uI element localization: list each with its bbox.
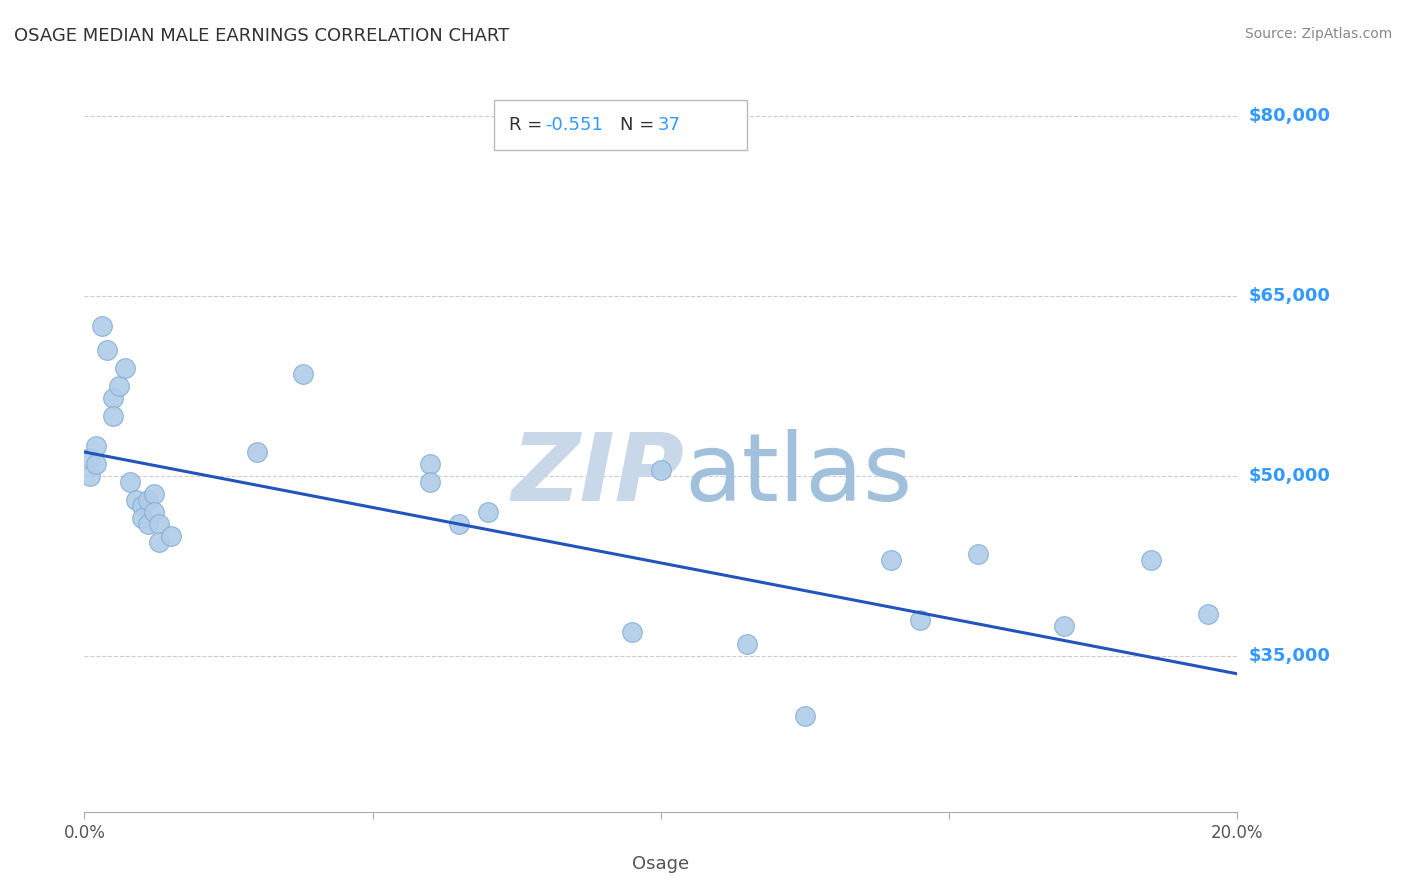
Text: atlas: atlas [683, 429, 912, 521]
Point [650, 463, 672, 477]
Point [96, 343, 118, 357]
Point [1140, 553, 1163, 567]
Point [131, 511, 153, 525]
Point [131, 499, 153, 513]
Point [1198, 607, 1220, 621]
Point [477, 505, 499, 519]
FancyBboxPatch shape [494, 100, 748, 150]
Point [910, 613, 932, 627]
Point [142, 487, 165, 501]
Point [148, 516, 170, 531]
Point [449, 516, 471, 531]
Text: $65,000: $65,000 [1249, 287, 1330, 305]
Text: Source: ZipAtlas.com: Source: ZipAtlas.com [1244, 27, 1392, 41]
Point [292, 367, 315, 381]
Text: $35,000: $35,000 [1249, 647, 1330, 665]
Point [621, 624, 644, 639]
Text: -0.551: -0.551 [546, 116, 603, 134]
Point [114, 361, 136, 376]
Point [880, 553, 903, 567]
Point [142, 505, 165, 519]
Text: ZIP: ZIP [510, 429, 683, 521]
Text: 37: 37 [658, 116, 681, 134]
Point [108, 379, 131, 393]
Point [125, 492, 148, 507]
Point [103, 409, 124, 423]
Point [136, 516, 159, 531]
Point [967, 547, 990, 561]
Point [794, 708, 817, 723]
Text: R =: R = [509, 116, 547, 134]
Point [79, 469, 101, 483]
Point [246, 445, 269, 459]
Point [84, 439, 107, 453]
Text: $80,000: $80,000 [1249, 107, 1330, 125]
Point [84, 457, 107, 471]
Point [419, 475, 441, 489]
Point [1053, 619, 1076, 633]
Point [79, 450, 101, 465]
Point [103, 391, 124, 405]
Point [120, 475, 142, 489]
Point [148, 535, 170, 549]
Text: N =: N = [620, 116, 661, 134]
Text: OSAGE MEDIAN MALE EARNINGS CORRELATION CHART: OSAGE MEDIAN MALE EARNINGS CORRELATION C… [14, 27, 509, 45]
Text: $50,000: $50,000 [1249, 467, 1330, 485]
Point [90, 319, 112, 334]
X-axis label: Osage: Osage [633, 855, 689, 873]
Point [160, 529, 183, 543]
Point [419, 457, 441, 471]
Point [737, 637, 759, 651]
Point [136, 492, 159, 507]
